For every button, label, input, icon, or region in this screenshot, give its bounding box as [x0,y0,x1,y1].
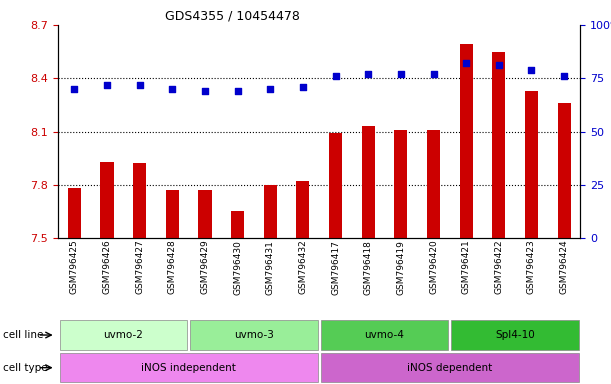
Bar [100,162,114,238]
Bar [60,320,187,350]
Text: uvmo-4: uvmo-4 [365,330,404,340]
Point [167,86,177,92]
Bar [394,130,408,238]
Text: uvmo-2: uvmo-2 [103,330,144,340]
Text: cell type: cell type [3,362,48,373]
Point [298,84,308,90]
Bar [321,320,448,350]
Text: GSM796420: GSM796420 [429,240,438,295]
Text: GSM796429: GSM796429 [200,240,210,295]
Bar [60,353,318,382]
Text: GSM796427: GSM796427 [135,240,144,295]
Bar [296,181,309,238]
Point [102,81,112,88]
Bar [558,103,571,238]
Point [233,88,243,94]
Bar [525,91,538,238]
Text: iNOS independent: iNOS independent [141,362,236,373]
Text: GSM796430: GSM796430 [233,240,242,295]
Text: GSM796425: GSM796425 [70,240,79,295]
Bar [321,353,579,382]
Text: GSM796421: GSM796421 [462,240,470,295]
Point [135,81,145,88]
Text: uvmo-3: uvmo-3 [234,330,274,340]
Bar [166,190,179,238]
Text: GSM796432: GSM796432 [298,240,307,295]
Point [265,86,275,92]
Point [331,73,340,79]
Text: Spl4-10: Spl4-10 [496,330,535,340]
Bar [452,320,579,350]
Bar [199,190,211,238]
Point [494,62,503,68]
Bar [264,185,277,238]
Bar [427,130,440,238]
Text: GSM796426: GSM796426 [103,240,112,295]
Point [429,71,439,77]
Point [461,60,471,66]
Text: GSM796417: GSM796417 [331,240,340,295]
Bar [68,188,81,238]
Point [396,71,406,77]
Text: iNOS dependent: iNOS dependent [407,362,492,373]
Point [364,71,373,77]
Text: GSM796424: GSM796424 [560,240,569,294]
Bar [329,133,342,238]
Point [70,86,79,92]
Bar [362,126,375,238]
Bar [133,164,146,238]
Text: GSM796428: GSM796428 [168,240,177,295]
Point [527,67,536,73]
Text: GSM796418: GSM796418 [364,240,373,295]
Text: cell line: cell line [3,330,43,340]
Text: GSM796419: GSM796419 [397,240,405,295]
Text: GDS4355 / 10454478: GDS4355 / 10454478 [165,10,299,23]
Text: GSM796431: GSM796431 [266,240,275,295]
Point [200,88,210,94]
Point [559,73,569,79]
Bar [459,45,473,238]
Text: GSM796422: GSM796422 [494,240,503,294]
Bar [231,212,244,238]
Bar [492,51,505,238]
Bar [190,320,318,350]
Text: GSM796423: GSM796423 [527,240,536,295]
